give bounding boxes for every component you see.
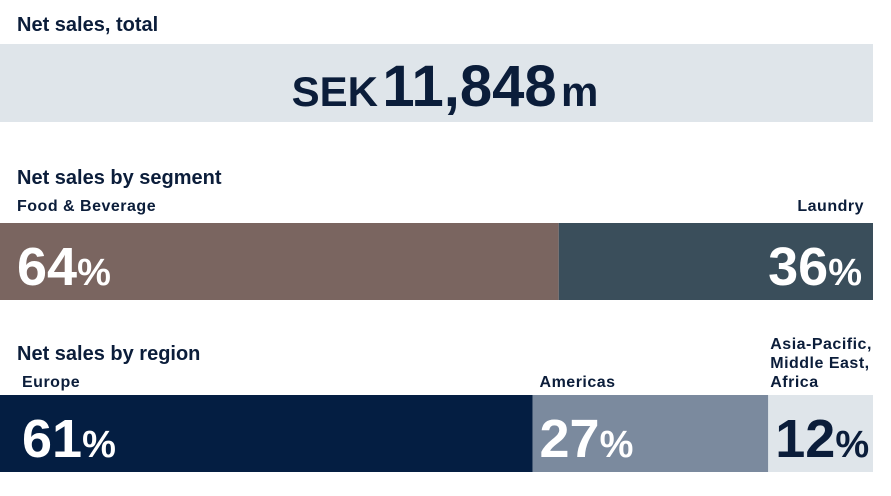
share-bar xyxy=(532,395,769,472)
section-title: Net sales by segment xyxy=(17,167,222,189)
share-bar xyxy=(768,395,873,472)
value-label: 64% xyxy=(17,237,111,297)
share-name: Europe xyxy=(22,374,80,391)
share-name: Food & Beverage xyxy=(17,198,156,215)
value-label: 36% xyxy=(768,237,862,297)
share-bar xyxy=(558,223,873,300)
share-name: Middle East, xyxy=(770,355,869,372)
share-bar xyxy=(0,395,533,472)
total-box xyxy=(0,44,873,122)
amount: 11,848 xyxy=(382,54,556,119)
value-label: 27% xyxy=(540,409,634,469)
share-name: Asia-Pacific, xyxy=(770,336,872,353)
unit: m xyxy=(561,68,598,115)
section-title: Net sales, total xyxy=(17,14,158,36)
share-name: Africa xyxy=(770,374,818,391)
section-title: Net sales by region xyxy=(17,343,200,365)
share-name: Americas xyxy=(540,374,616,391)
share-bar xyxy=(0,223,559,300)
currency: SEK xyxy=(292,68,378,115)
total-figure: SEK 11,848 m xyxy=(292,54,599,119)
value-label: 61% xyxy=(22,409,116,469)
value-label: 12% xyxy=(775,409,869,469)
share-name: Laundry xyxy=(797,198,864,215)
